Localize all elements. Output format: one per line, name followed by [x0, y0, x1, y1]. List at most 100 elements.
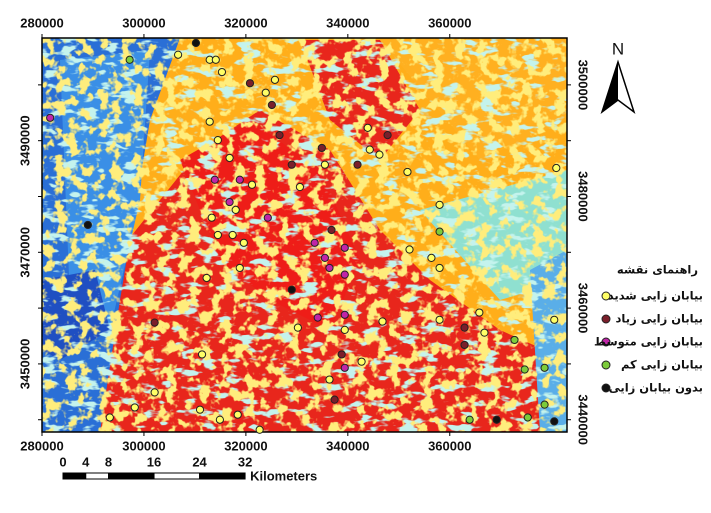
sample-point [366, 146, 373, 153]
legend-label: بیابان زایی زیاد [616, 312, 703, 326]
sample-point [47, 114, 54, 121]
sample-point [553, 164, 560, 171]
sample-point [236, 176, 243, 183]
sample-point [436, 201, 443, 208]
sample-point [294, 324, 301, 331]
x-tick-label: 320000 [224, 438, 267, 453]
sample-point [318, 144, 325, 151]
sample-point [288, 286, 295, 293]
legend: راهنمای نقشه بیابان زایی شدید بیابان زایی… [594, 263, 703, 396]
sample-point [311, 239, 318, 246]
sample-point [436, 228, 443, 235]
sample-point [436, 316, 443, 323]
sample-point [521, 366, 528, 373]
sample-point [232, 206, 239, 213]
sample-point [341, 326, 348, 333]
sample-point [240, 239, 247, 246]
x-tick-label: 360000 [428, 438, 471, 453]
sample-point [436, 264, 443, 271]
sample-point [192, 39, 199, 46]
x-tick-label: 300000 [122, 438, 165, 453]
sample-point [384, 132, 391, 139]
sample-point [216, 416, 223, 423]
legend-label: بیابان زایی متوسط [594, 335, 703, 350]
sample-point [234, 411, 241, 418]
y-tick-label: 3450000 [17, 339, 32, 390]
north-label: N [612, 39, 624, 58]
sample-point [461, 324, 468, 331]
legend-title: راهنمای نقشه [617, 263, 698, 277]
scale-segment [200, 473, 246, 479]
sample-point [461, 341, 468, 348]
sample-point [341, 311, 348, 318]
legend-label: بیابان زایی کم [621, 358, 703, 372]
sample-point [328, 226, 335, 233]
sample-point [218, 68, 225, 75]
sample-point [196, 406, 203, 413]
sample-point [321, 254, 328, 261]
sample-point [541, 401, 548, 408]
x-tick-label-top: 320000 [224, 15, 267, 30]
sample-point [226, 154, 233, 161]
sample-point [511, 336, 518, 343]
scale-segment [154, 473, 200, 479]
scale-segment [63, 473, 86, 479]
sample-point [151, 389, 158, 396]
sample-point [276, 132, 283, 139]
sample-point [248, 181, 255, 188]
sample-point [131, 404, 138, 411]
sample-point [246, 80, 253, 87]
scale-label: 8 [105, 454, 112, 469]
sample-point [341, 364, 348, 371]
sample-point [174, 51, 181, 58]
sample-point [203, 274, 210, 281]
x-tick-label: 340000 [326, 438, 369, 453]
x-tick-label-top: 280000 [20, 15, 63, 30]
y-tick-label-right: 3480000 [576, 171, 591, 222]
raster [42, 38, 567, 432]
sample-point [341, 244, 348, 251]
x-tick-label: 280000 [20, 438, 63, 453]
scale-segment [109, 473, 155, 479]
sample-point [321, 161, 328, 168]
y-tick-label-right: 3500000 [576, 60, 591, 111]
sample-point [106, 414, 113, 421]
sample-point [541, 364, 548, 371]
sample-point [338, 351, 345, 358]
map-figure: N راهنمای نقشه بیابان زایی شدید بیابان زا… [0, 0, 711, 513]
sample-point [212, 56, 219, 63]
sample-point [229, 231, 236, 238]
sample-point [288, 161, 295, 168]
scale-label: 24 [192, 454, 207, 469]
sample-point [428, 254, 435, 261]
sample-point [481, 329, 488, 336]
sample-point [364, 124, 371, 131]
sample-point [271, 76, 278, 83]
legend-marker [602, 315, 610, 323]
sample-point [551, 316, 558, 323]
scale-label: 0 [59, 454, 66, 469]
sample-point [358, 358, 365, 365]
y-tick-label-right: 3460000 [576, 283, 591, 334]
sample-point [264, 214, 271, 221]
y-tick-label: 3470000 [17, 227, 32, 278]
sample-point [151, 319, 158, 326]
sample-point [206, 118, 213, 125]
x-tick-label-top: 300000 [122, 15, 165, 30]
sample-point [354, 161, 361, 168]
sample-point [198, 351, 205, 358]
sample-point [493, 416, 500, 423]
sample-point [211, 176, 218, 183]
sample-point [404, 168, 411, 175]
y-tick-label: 3490000 [17, 115, 32, 166]
sample-point [262, 89, 269, 96]
legend-label: بیابان زایی شدید [608, 289, 703, 303]
sample-point [326, 376, 333, 383]
scale-label: 4 [82, 454, 90, 469]
sample-point [268, 101, 275, 108]
y-tick-label-right: 3440000 [576, 394, 591, 445]
legend-marker [602, 361, 610, 369]
sample-point [314, 314, 321, 321]
sample-point [551, 418, 558, 425]
